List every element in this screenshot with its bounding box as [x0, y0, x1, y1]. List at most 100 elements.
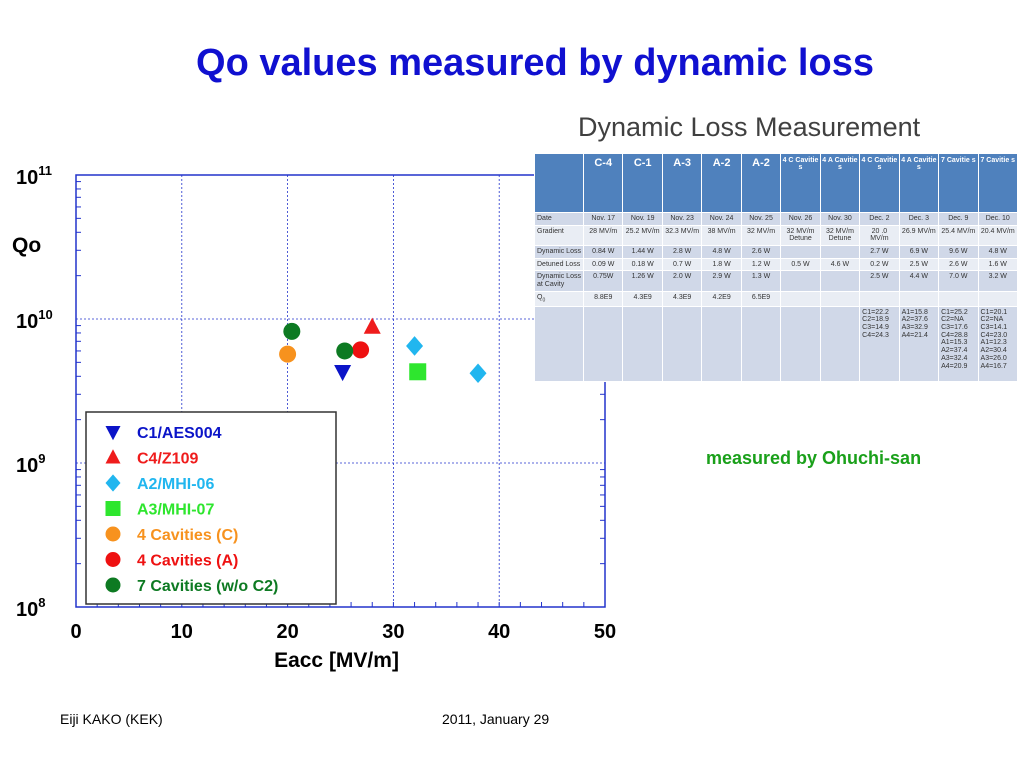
table-cell: 1.8 W: [701, 257, 742, 272]
table-cell: Dec. 3: [898, 212, 940, 226]
legend-marker: [105, 526, 121, 542]
table-cell: 4.8 W: [701, 245, 742, 259]
table-row-label: Dynamic Loss at Cavity: [534, 270, 584, 292]
table-cell: [819, 245, 861, 259]
table-cell: 6.5E9: [740, 290, 782, 307]
table-cell: [859, 290, 900, 307]
table-header-cell: A-2: [701, 153, 742, 213]
table-cell: Dec. 9: [938, 212, 979, 226]
table-row: C1=22.2 C2=18.9 C3=14.9 C4=24.3 A1=15.8 A…: [534, 305, 1019, 382]
table-cell: 2.9 W: [701, 270, 742, 292]
table-cell: [819, 270, 861, 292]
table-cell: 4.3E9: [661, 290, 703, 307]
data-point: [283, 322, 301, 340]
table-header-cell: 7 Cavitie s: [938, 153, 979, 213]
table-row-label: [534, 305, 584, 382]
table-cell: 0.2 W: [859, 257, 900, 272]
table-header-cell: 4 C Cavitie s: [780, 153, 821, 213]
data-point: [406, 336, 424, 356]
table-cell: 0.18 W: [622, 257, 663, 272]
y-tick-label: 1011: [16, 163, 52, 189]
table-cell: Dec. 10: [977, 212, 1019, 226]
data-point: [279, 345, 297, 363]
table-cell: C1=20.1 C2=NA C3=14.1 C4=23.0 A1=12.3 A2…: [977, 305, 1019, 382]
table-cell: 32 MV/m: [740, 224, 782, 247]
legend-marker: [105, 501, 121, 516]
data-point: [352, 341, 370, 359]
slide-title: Qo values measured by dynamic loss: [196, 42, 874, 84]
table-cell: [819, 290, 861, 307]
table-row-label: Date: [534, 212, 584, 226]
table-cell: 4.4 W: [898, 270, 940, 292]
table-cell: 8.8E9: [582, 290, 624, 307]
table-cell: 32 MV/m Detune: [780, 224, 821, 247]
table-cell: 1.44 W: [622, 245, 663, 259]
table-cell: 0.75W: [582, 270, 624, 292]
table-cell: 2.6 W: [740, 245, 782, 259]
table-cell: 1.3 W: [740, 270, 782, 292]
table-cell: 2.5 W: [898, 257, 940, 272]
footer-author: Eiji KAKO (KEK): [60, 711, 163, 727]
legend-marker: [105, 449, 121, 464]
legend-marker: [105, 577, 121, 593]
table-cell: 0.5 W: [780, 257, 821, 272]
legend-entry-label: A2/MHI-06: [137, 476, 214, 493]
table-cell: 4.2E9: [701, 290, 742, 307]
table-cell: 2.0 W: [661, 270, 703, 292]
table-cell: [819, 305, 861, 382]
table-cell: Nov. 30: [819, 212, 861, 226]
legend-marker: [105, 552, 121, 567]
legend-entry-label: C4/Z109: [137, 451, 198, 468]
x-axis-label: Eacc [MV/m]: [274, 649, 399, 672]
table-cell: 4.6 W: [819, 257, 861, 272]
table-row: Date Nov. 17 Nov. 19 Nov. 23 Nov. 24 Nov. 25 N…: [534, 212, 1019, 226]
y-tick-label: 108: [16, 595, 45, 621]
footer-date: 2011, January 29: [442, 711, 550, 727]
table-header-cell: 4 A Cavitie s: [898, 153, 940, 213]
table-row-label: Q0: [534, 290, 584, 307]
y-tick-label: 109: [16, 451, 45, 477]
data-point: [363, 317, 381, 334]
legend-marker: [105, 426, 121, 441]
table-cell: [780, 245, 821, 259]
table-cell: C1=22.2 C2=18.9 C3=14.9 C4=24.3: [859, 305, 900, 382]
data-point: [334, 364, 352, 382]
x-tick-label: 0: [70, 621, 81, 643]
table-header-cell: C-4: [582, 153, 624, 213]
y-axis-label: Qo: [12, 234, 41, 257]
table-row-label: Gradient: [534, 224, 584, 247]
table-cell: 1.2 W: [740, 257, 782, 272]
table-cell: 28 MV/m: [582, 224, 624, 247]
measurement-credit: measured by Ohuchi-san: [706, 448, 922, 468]
table-cell: 0.84 W: [582, 245, 624, 259]
table-cell: 9.6 W: [938, 245, 979, 259]
table-cell: Dec. 2: [859, 212, 900, 226]
table-header-cell: A-2: [740, 153, 782, 213]
table-cell: Nov. 23: [661, 212, 703, 226]
data-point: [469, 363, 487, 384]
table-cell: 20 .0 MV/m: [859, 224, 900, 247]
legend-marker: [105, 474, 121, 492]
table-cell: Nov. 24: [701, 212, 742, 226]
table-cell: [582, 305, 624, 382]
table-cell: [977, 290, 1019, 307]
x-tick-label: 40: [488, 621, 510, 643]
x-tick-label: 50: [594, 621, 616, 643]
legend-entry-label: 4 Cavities (A): [137, 553, 238, 570]
data-point: [409, 363, 427, 381]
table-cell: 3.2 W: [977, 270, 1019, 292]
x-tick-label: 30: [382, 621, 404, 643]
x-tick-label: 20: [276, 621, 298, 643]
legend-box: [85, 411, 337, 605]
table-cell: 7.0 W: [938, 270, 979, 292]
table-cell: 1.26 W: [622, 270, 663, 292]
table-cell: 2.7 W: [859, 245, 900, 259]
table-cell: 6.9 W: [898, 245, 940, 259]
legend-entry-label: C1/AES004: [137, 425, 222, 442]
table-row-label: Dynamic Loss: [534, 245, 584, 259]
table-cell: 32 MV/m Detune: [819, 224, 861, 247]
table-row: Dynamic Loss at Cavity 0.75W 1.26 W 2.0 W 2.…: [534, 270, 1019, 292]
table-cell: [938, 290, 979, 307]
table-cell: 2.8 W: [661, 245, 703, 259]
